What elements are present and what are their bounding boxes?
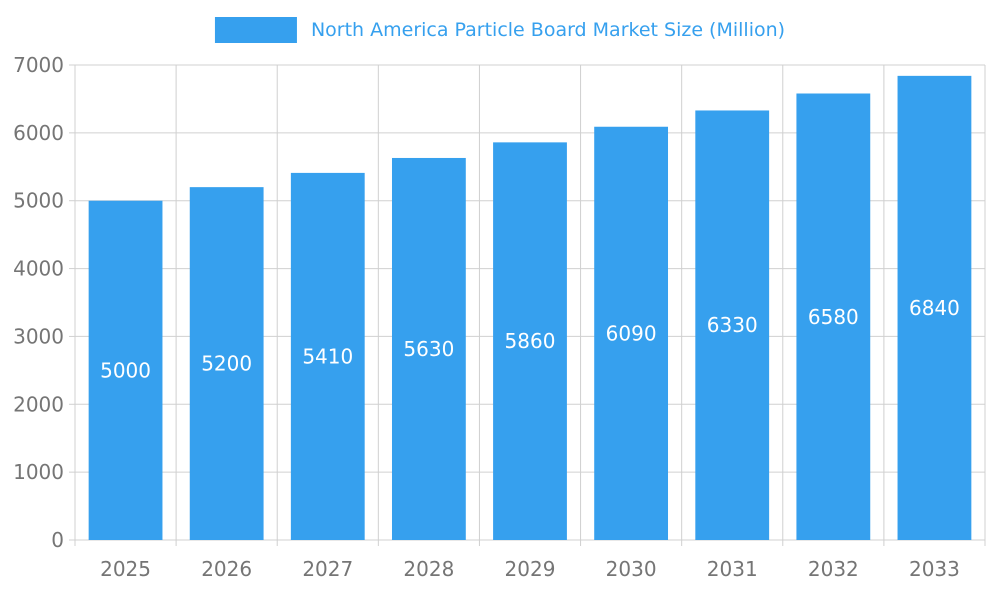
bar-2026[interactable] (189, 187, 264, 540)
bar-value-label: 6090 (606, 321, 657, 345)
bar-value-label: 6330 (707, 313, 758, 337)
legend-label: North America Particle Board Market Size… (310, 19, 786, 41)
x-axis-label: 2027 (302, 557, 353, 581)
bar-2028[interactable] (391, 157, 466, 540)
y-axis-label: 4000 (13, 257, 64, 281)
bar-2025[interactable] (88, 200, 163, 540)
bar-value-label: 5410 (302, 344, 353, 368)
x-axis-label: 2026 (201, 557, 252, 581)
x-axis-label: 2029 (505, 557, 556, 581)
bar-value-label: 6580 (808, 305, 859, 329)
x-axis-label: 2033 (909, 557, 960, 581)
y-axis-label: 3000 (13, 324, 64, 348)
bar-value-label: 5630 (403, 337, 454, 361)
y-axis-label: 5000 (13, 189, 64, 213)
bar-2029[interactable] (493, 142, 567, 540)
chart-legend[interactable]: North America Particle Board Market Size… (214, 17, 786, 43)
x-axis-label: 2031 (707, 557, 758, 581)
bar-2030[interactable] (594, 126, 669, 540)
legend-swatch (214, 17, 297, 43)
y-axis-label: 6000 (13, 121, 64, 145)
x-axis-label: 2025 (100, 557, 151, 581)
bar-value-label: 5200 (201, 352, 252, 376)
bar-2033[interactable] (897, 75, 972, 540)
y-axis-label: 7000 (13, 53, 64, 77)
bar-2027[interactable] (290, 172, 365, 540)
bar-2031[interactable] (695, 110, 770, 540)
y-axis-label: 2000 (13, 392, 64, 416)
bar-value-label: 5000 (100, 358, 151, 382)
y-axis-label: 1000 (13, 460, 64, 484)
y-axis-label: 0 (51, 528, 64, 552)
x-axis-label: 2028 (403, 557, 454, 581)
bar-2032[interactable] (796, 93, 871, 541)
bar-value-label: 6840 (909, 296, 960, 320)
x-axis-label: 2032 (808, 557, 859, 581)
x-axis-label: 2030 (606, 557, 657, 581)
bar-value-label: 5860 (505, 329, 556, 353)
